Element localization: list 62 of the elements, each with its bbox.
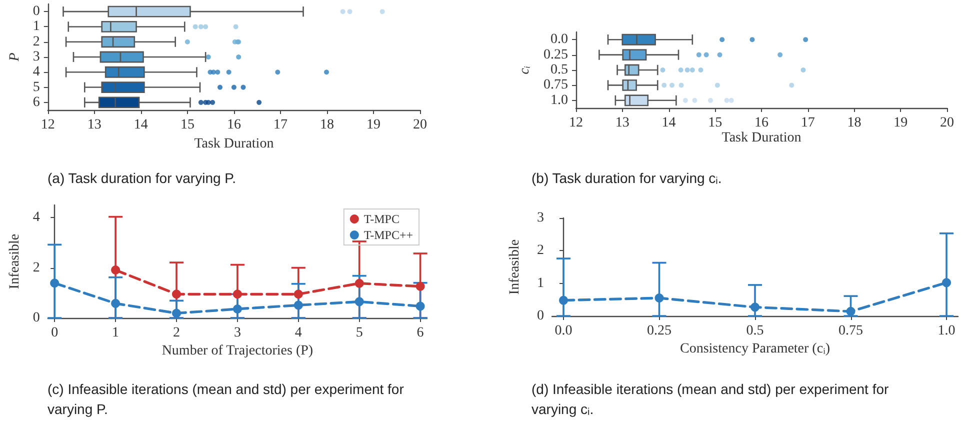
x-axis-title: Consistency Parameter (cᵢ) bbox=[680, 342, 830, 356]
x-tick-label: 16 bbox=[226, 118, 241, 132]
y-tick-label: 3 bbox=[32, 50, 40, 64]
x-tick-label: 12 bbox=[569, 116, 583, 130]
y-tick-label: 0.75 bbox=[544, 78, 568, 93]
x-tick-label: 0 bbox=[51, 326, 58, 340]
y-tick-label: 0.5 bbox=[550, 62, 568, 78]
x-tick-label: 0.5 bbox=[746, 324, 764, 338]
x-tick-label: 17 bbox=[800, 116, 815, 130]
y-tick-label: 2 bbox=[32, 260, 40, 276]
text: (b) Task duration for varying cᵢ. bbox=[532, 170, 722, 186]
x-tick-label: 19 bbox=[894, 116, 908, 130]
x-tick-label: 15 bbox=[180, 118, 194, 132]
x-tick-label: 17 bbox=[273, 118, 288, 132]
y-tick-label: 6 bbox=[32, 94, 40, 110]
y-tick-label: 0 bbox=[32, 310, 40, 326]
x-tick-label: 14 bbox=[134, 118, 148, 132]
y-tick-label: 1.0 bbox=[550, 92, 568, 108]
x-tick-label: 19 bbox=[366, 118, 380, 132]
text: (c) Infeasible iterations (mean and std) per experiment for varying P. bbox=[48, 381, 408, 417]
x-tick-label: 15 bbox=[708, 116, 722, 130]
y-tick-label: 2 bbox=[32, 34, 40, 50]
x-tick-label: 0.75 bbox=[838, 324, 864, 338]
text: (a) Task duration for varying P. bbox=[48, 170, 236, 186]
x-tick-label: 12 bbox=[40, 118, 55, 132]
y-tick-label: 0.0 bbox=[550, 32, 568, 48]
x-axis-title: Number of Trajectories (P) bbox=[162, 344, 314, 358]
y-tick-label: 0.25 bbox=[544, 47, 568, 62]
x-tick-label: 14 bbox=[662, 116, 676, 130]
x-tick-label: 0.25 bbox=[646, 324, 672, 338]
x-tick-label: 1.0 bbox=[938, 324, 956, 338]
x-tick-label: 2 bbox=[173, 326, 180, 340]
x-tick-label: 1 bbox=[112, 326, 120, 340]
x-tick-label: 4 bbox=[294, 326, 302, 340]
x-tick-label: 16 bbox=[754, 116, 768, 130]
x-axis-title: Task Duration bbox=[722, 130, 802, 146]
y-tick-label: 4 bbox=[32, 64, 40, 80]
x-tick-label: 13 bbox=[615, 116, 630, 130]
y-axis-title: Infeasible bbox=[8, 234, 22, 290]
x-tick-label: 5 bbox=[356, 326, 363, 340]
y-tick-label: 1 bbox=[32, 19, 40, 34]
x-tick-label: 13 bbox=[87, 118, 102, 132]
legend-label: T-MPC bbox=[364, 212, 400, 226]
y-tick-label: 1 bbox=[537, 276, 544, 291]
x-tick-label: 20 bbox=[413, 118, 427, 132]
y-tick-label: 3 bbox=[537, 210, 544, 226]
y-axis-title: cᵢ bbox=[518, 66, 532, 74]
x-tick-label: 20 bbox=[940, 116, 954, 130]
y-tick-label: 5 bbox=[32, 80, 40, 95]
y-tick-label: 2 bbox=[537, 243, 544, 258]
legend-label: T-MPC++ bbox=[364, 228, 414, 242]
y-tick-label: 4 bbox=[32, 210, 40, 226]
x-tick-label: 3 bbox=[234, 326, 241, 340]
y-tick-label: 0 bbox=[32, 4, 40, 20]
y-axis-title: Infeasible bbox=[508, 239, 522, 295]
y-axis-title: P bbox=[8, 52, 22, 62]
x-axis-title: Task Duration bbox=[194, 136, 274, 152]
x-tick-label: 18 bbox=[847, 116, 862, 130]
text: (d) Infeasible iterations (mean and std) per experiment for varying cᵢ. bbox=[532, 381, 893, 417]
x-tick-label: 6 bbox=[416, 326, 424, 340]
y-tick-label: 0 bbox=[537, 308, 544, 324]
x-tick-label: 18 bbox=[320, 118, 334, 132]
